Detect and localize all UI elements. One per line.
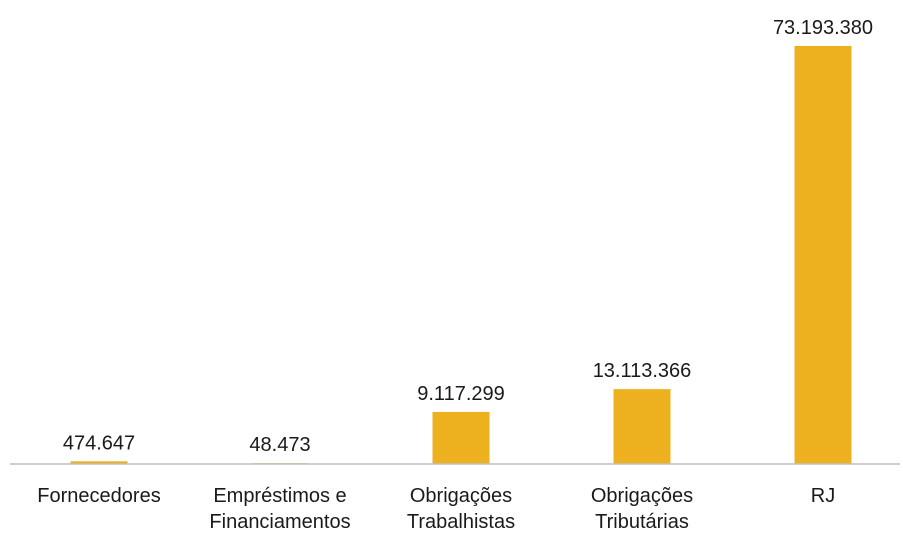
category-label-2-line-1: Trabalhistas (407, 511, 515, 533)
category-label-0-line-0: Fornecedores (37, 485, 160, 507)
bar-3 (613, 389, 671, 464)
value-label-4: 73.193.380 (773, 17, 873, 39)
category-label-3-line-1: Tributárias (595, 511, 689, 533)
category-label-1-line-0: Empréstimos e (213, 485, 346, 507)
category-label-0: Fornecedores (37, 485, 160, 507)
category-label-1: Empréstimos e Financiamentos (209, 485, 350, 533)
category-label-1-line-1: Financiamentos (209, 511, 350, 533)
bar-2 (432, 411, 490, 464)
category-label-2: Obrigações Trabalhistas (407, 485, 515, 533)
bar-0 (70, 461, 128, 464)
value-labels-group: 474.647 48.473 9.117.299 13.113.366 73.193.3… (63, 17, 873, 456)
category-label-2-line-0: Obrigações (410, 485, 512, 507)
value-label-2: 9.117.299 (417, 383, 505, 405)
value-label-1: 48.473 (249, 434, 310, 456)
bars-group (70, 46, 852, 464)
value-label-0: 474.647 (63, 432, 135, 454)
category-label-3: Obrigações Tributárias (591, 485, 693, 533)
category-label-4-line-0: RJ (811, 485, 835, 507)
value-label-3: 13.113.366 (593, 360, 692, 382)
category-label-4: RJ (811, 485, 835, 507)
category-label-3-line-0: Obrigações (591, 485, 693, 507)
bar-4 (794, 46, 852, 464)
category-labels-group: Fornecedores Empréstimos e Financiamentos O… (37, 485, 835, 533)
